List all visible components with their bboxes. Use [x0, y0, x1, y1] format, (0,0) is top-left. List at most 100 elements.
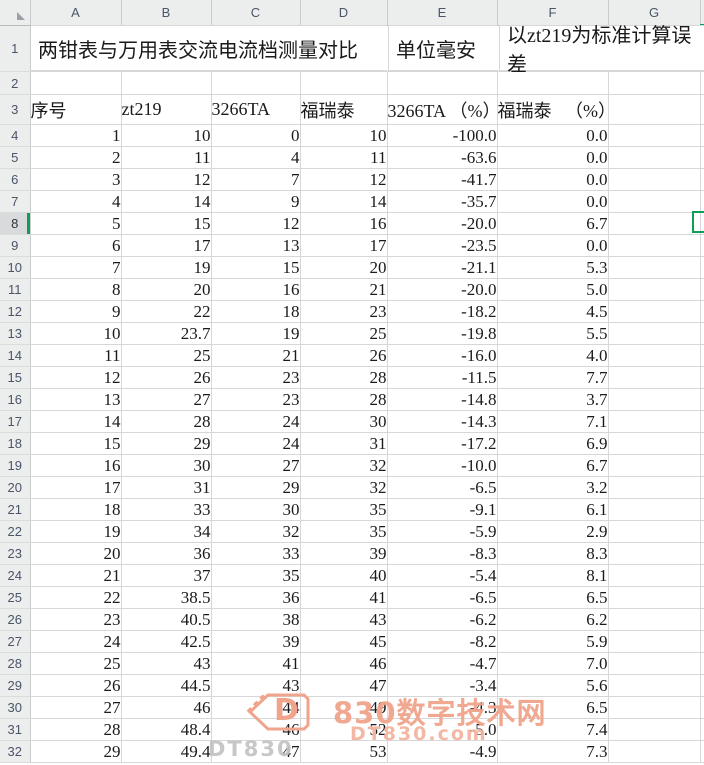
- cell-c24[interactable]: 35: [211, 564, 301, 587]
- cell-a28[interactable]: 25: [30, 652, 122, 675]
- cell-e5[interactable]: -63.6: [387, 146, 498, 169]
- cell-f19[interactable]: 6.7: [497, 454, 609, 477]
- cell-h17[interactable]: [700, 410, 704, 433]
- cell-g21[interactable]: [608, 498, 701, 521]
- cell-c17[interactable]: 24: [211, 410, 301, 433]
- table-row[interactable]: 19 16 30 27 32 -10.0 6.7: [0, 454, 704, 477]
- cell-c22[interactable]: 32: [211, 520, 301, 543]
- row-header-30[interactable]: 30: [0, 696, 31, 719]
- cell-h21[interactable]: [700, 498, 704, 521]
- cell-e13[interactable]: -19.8: [387, 322, 498, 345]
- cell-g31[interactable]: [608, 718, 701, 741]
- cell-b31[interactable]: 48.4: [121, 718, 212, 741]
- cell-r2[interactable]: [211, 71, 301, 95]
- cell-b5[interactable]: 11: [121, 146, 212, 169]
- cell-a9[interactable]: 6: [30, 234, 122, 257]
- table-row[interactable]: 9 6 17 13 17 -23.5 0.0: [0, 234, 704, 257]
- cell-a13[interactable]: 10: [30, 322, 122, 345]
- cell-a27[interactable]: 24: [30, 630, 122, 653]
- cell-e19[interactable]: -10.0: [387, 454, 498, 477]
- row-header-9[interactable]: 9: [0, 234, 31, 257]
- cell-b24[interactable]: 37: [121, 564, 212, 587]
- cell-f32[interactable]: 7.3: [497, 740, 609, 763]
- cell-h27[interactable]: [700, 630, 704, 653]
- table-row[interactable]: 15 12 26 23 28 -11.5 7.7: [0, 366, 704, 389]
- cell-g5[interactable]: [608, 146, 701, 169]
- sheet-row-2[interactable]: 2: [0, 71, 704, 95]
- cell-h11[interactable]: [700, 278, 704, 301]
- cell-d29[interactable]: 47: [300, 674, 388, 697]
- row-header-26[interactable]: 26: [0, 608, 31, 631]
- cell-f14[interactable]: 4.0: [497, 344, 609, 367]
- cell-b16[interactable]: 27: [121, 388, 212, 411]
- table-row[interactable]: 4 1 10 0 10 -100.0 0.0: [0, 124, 704, 147]
- cell-c27[interactable]: 39: [211, 630, 301, 653]
- cell-e25[interactable]: -6.5: [387, 586, 498, 609]
- cell-c5[interactable]: 4: [211, 146, 301, 169]
- column-header-d[interactable]: D: [300, 0, 388, 26]
- cell-e11[interactable]: -20.0: [387, 278, 498, 301]
- cell-a21[interactable]: 18: [30, 498, 122, 521]
- cell-b13[interactable]: 23.7: [121, 322, 212, 345]
- cell-b6[interactable]: 12: [121, 168, 212, 191]
- table-row[interactable]: 26 23 40.5 38 43 -6.2 6.2: [0, 608, 704, 631]
- cell-d7[interactable]: 14: [300, 190, 388, 213]
- cell-h30[interactable]: [700, 696, 704, 719]
- row-header-29[interactable]: 29: [0, 674, 31, 697]
- cell-c29[interactable]: 43: [211, 674, 301, 697]
- table-row[interactable]: 13 10 23.7 19 25 -19.8 5.5: [0, 322, 704, 345]
- row-header-3[interactable]: 3: [0, 94, 31, 125]
- cell-g19[interactable]: [608, 454, 701, 477]
- cell-g13[interactable]: [608, 322, 701, 345]
- cell-f15[interactable]: 7.7: [497, 366, 609, 389]
- cell-e16[interactable]: -14.8: [387, 388, 498, 411]
- cell-f5[interactable]: 0.0: [497, 146, 609, 169]
- cell-e21[interactable]: -9.1: [387, 498, 498, 521]
- cell-d17[interactable]: 30: [300, 410, 388, 433]
- cell-f7[interactable]: 0.0: [497, 190, 609, 213]
- cell-b30[interactable]: 46: [121, 696, 212, 719]
- cell-c32[interactable]: 47: [211, 740, 301, 763]
- cell-h20[interactable]: [700, 476, 704, 499]
- cell-f4[interactable]: 0.0: [497, 124, 609, 147]
- cell-b11[interactable]: 20: [121, 278, 212, 301]
- cell-b18[interactable]: 29: [121, 432, 212, 455]
- cell-a10[interactable]: 7: [30, 256, 122, 279]
- cell-c10[interactable]: 15: [211, 256, 301, 279]
- cell-c11[interactable]: 16: [211, 278, 301, 301]
- cell-d15[interactable]: 28: [300, 366, 388, 389]
- cell-g6[interactable]: [608, 168, 701, 191]
- cell-h28[interactable]: [700, 652, 704, 675]
- table-row[interactable]: 7 4 14 9 14 -35.7 0.0: [0, 190, 704, 213]
- table-row[interactable]: 11 8 20 16 21 -20.0 5.0: [0, 278, 704, 301]
- cell-f25[interactable]: 6.5: [497, 586, 609, 609]
- row-header-4[interactable]: 4: [0, 124, 31, 147]
- cell-a19[interactable]: 16: [30, 454, 122, 477]
- cell-d19[interactable]: 32: [300, 454, 388, 477]
- cell-g17[interactable]: [608, 410, 701, 433]
- table-row[interactable]: 18 15 29 24 31 -17.2 6.9: [0, 432, 704, 455]
- cell-a32[interactable]: 29: [30, 740, 122, 763]
- cell-d4[interactable]: 10: [300, 124, 388, 147]
- cell-b25[interactable]: 38.5: [121, 586, 212, 609]
- cell-h14[interactable]: [700, 344, 704, 367]
- cell-g9[interactable]: [608, 234, 701, 257]
- cell-a20[interactable]: 17: [30, 476, 122, 499]
- cell-f22[interactable]: 2.9: [497, 520, 609, 543]
- cell-g30[interactable]: [608, 696, 701, 719]
- cell-e9[interactable]: -23.5: [387, 234, 498, 257]
- row-header-27[interactable]: 27: [0, 630, 31, 653]
- cell-g24[interactable]: [608, 564, 701, 587]
- cell-b8[interactable]: 15: [121, 212, 212, 235]
- cell-b29[interactable]: 44.5: [121, 674, 212, 697]
- cell-b26[interactable]: 40.5: [121, 608, 212, 631]
- cell-e23[interactable]: -8.3: [387, 542, 498, 565]
- table-row[interactable]: 14 11 25 21 26 -16.0 4.0: [0, 344, 704, 367]
- cell-h13[interactable]: [700, 322, 704, 345]
- table-row[interactable]: 20 17 31 29 32 -6.5 3.2: [0, 476, 704, 499]
- cell-f11[interactable]: 5.0: [497, 278, 609, 301]
- table-row[interactable]: 28 25 43 41 46 -4.7 7.0: [0, 652, 704, 675]
- cell-e15[interactable]: -11.5: [387, 366, 498, 389]
- cell-h9[interactable]: [700, 234, 704, 257]
- cell-c28[interactable]: 41: [211, 652, 301, 675]
